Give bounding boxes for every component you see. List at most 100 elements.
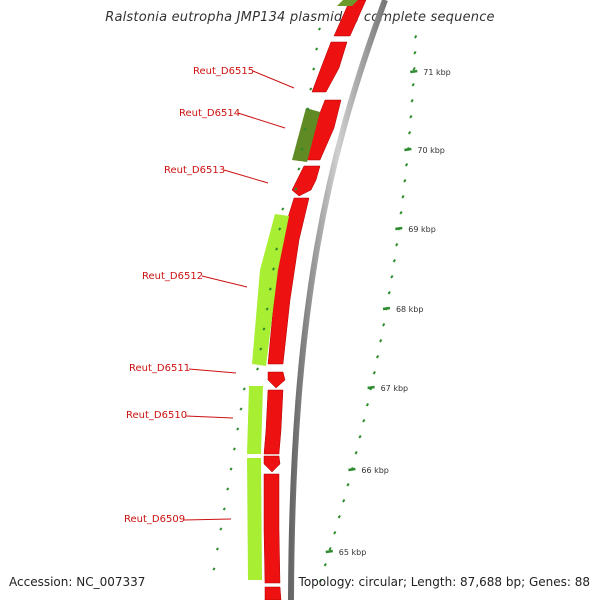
minor-tick <box>300 147 304 151</box>
reverse-cds[interactable] <box>247 386 263 454</box>
minor-tick <box>407 130 412 135</box>
tick-label: 71 kbp <box>423 68 451 77</box>
leader-line <box>237 112 286 129</box>
minor-tick <box>409 114 413 119</box>
minor-tick <box>259 347 263 351</box>
leader-line <box>185 415 234 419</box>
forward-cds[interactable] <box>264 586 282 600</box>
minor-tick <box>362 418 366 423</box>
reverse-cds[interactable] <box>337 0 358 6</box>
forward-cds[interactable] <box>333 0 367 37</box>
minor-tick <box>411 82 415 87</box>
minor-tick <box>229 467 233 471</box>
minor-tick <box>268 287 272 291</box>
minor-tick <box>212 567 216 571</box>
minor-tick <box>219 527 223 531</box>
forward-cds[interactable] <box>267 371 286 389</box>
minor-tick <box>414 34 418 39</box>
forward-cds[interactable] <box>263 455 281 473</box>
minor-tick <box>281 207 285 211</box>
minor-tick <box>303 127 307 131</box>
minor-tick <box>278 227 282 231</box>
minor-tick <box>395 242 399 247</box>
map-title: Ralstonia eutropha JMP134 plasmid 1, com… <box>105 10 495 25</box>
minor-tick <box>262 327 266 331</box>
forward-cds[interactable] <box>291 165 321 197</box>
minor-tick <box>323 562 327 567</box>
minor-tick <box>390 274 394 279</box>
major-tick <box>410 69 418 74</box>
tick-label: 68 kbp <box>396 305 424 314</box>
leader-line <box>252 70 295 89</box>
forward-cds[interactable] <box>263 473 281 584</box>
minor-tick <box>382 322 386 327</box>
tick-label: 70 kbp <box>417 146 445 155</box>
forward-cds[interactable] <box>263 389 284 455</box>
minor-tick <box>328 546 332 551</box>
minor-tick <box>226 487 230 491</box>
minor-tick <box>306 107 310 111</box>
minor-tick <box>358 434 362 439</box>
major-tick <box>348 467 356 472</box>
major-tick <box>395 226 403 231</box>
minor-tick <box>410 98 414 103</box>
tick-label: 65 kbp <box>339 548 367 557</box>
minor-tick <box>346 482 350 487</box>
minor-tick <box>275 247 279 251</box>
minor-tick <box>236 427 240 431</box>
minor-tick <box>392 258 396 263</box>
minor-tick <box>365 402 370 407</box>
minor-tick <box>337 514 341 519</box>
minor-tick <box>404 162 409 167</box>
minor-tick <box>222 507 226 511</box>
minor-tick <box>215 547 219 551</box>
forward-strand-track <box>263 0 367 600</box>
leader-line <box>201 275 248 288</box>
major-tick <box>382 306 391 311</box>
leader-line <box>223 169 269 184</box>
accession-text: Accession: NC_007337 <box>9 575 146 589</box>
backbone-ring <box>288 0 388 600</box>
scale-ticks: 71 kbp 70 kbp 69 kbp 68 kbp 67 kbp 66 kbp 65 k… <box>212 27 451 583</box>
gene-label-reut-d6514[interactable]: Reut_D6514 <box>179 108 240 119</box>
reverse-cds[interactable] <box>247 458 262 580</box>
minor-tick <box>412 66 416 71</box>
topology-summary: Topology: circular; Length: 87,688 bp; G… <box>298 575 590 589</box>
minor-tick <box>401 194 405 199</box>
minor-tick <box>399 210 403 215</box>
minor-tick <box>318 578 323 583</box>
minor-tick <box>315 47 319 51</box>
gene-label-reut-d6513[interactable]: Reut_D6513 <box>164 165 225 176</box>
gene-label-reut-d6512[interactable]: Reut_D6512 <box>142 271 203 282</box>
minor-tick <box>312 67 316 71</box>
gene-label-reut-d6510[interactable]: Reut_D6510 <box>126 410 187 421</box>
minor-tick <box>294 187 298 191</box>
reverse-cds[interactable] <box>292 108 320 162</box>
major-tick <box>404 147 412 152</box>
tick-label: 66 kbp <box>361 466 389 475</box>
gene-label-reut-d6511[interactable]: Reut_D6511 <box>129 363 190 374</box>
leader-line <box>183 518 232 521</box>
minor-tick <box>255 367 260 371</box>
gene-label-reut-d6509[interactable]: Reut_D6509 <box>124 514 185 525</box>
minor-tick <box>375 354 380 359</box>
minor-tick <box>403 178 407 183</box>
tick-label: 69 kbp <box>408 225 436 234</box>
forward-cds[interactable] <box>311 41 348 93</box>
minor-tick <box>379 338 383 343</box>
minor-tick <box>333 530 337 535</box>
minor-tick <box>239 407 243 411</box>
minor-tick <box>232 447 236 451</box>
gene-label-reut-d6515[interactable]: Reut_D6515 <box>193 66 254 77</box>
major-tick <box>367 385 375 390</box>
minor-tick <box>354 450 358 455</box>
minor-tick <box>309 87 313 91</box>
minor-tick <box>387 290 391 295</box>
major-tick <box>325 549 333 554</box>
minor-tick <box>265 307 269 311</box>
minor-tick <box>413 50 417 55</box>
minor-tick <box>342 498 346 503</box>
minor-tick <box>297 167 301 171</box>
reverse-strand-track <box>247 0 358 580</box>
